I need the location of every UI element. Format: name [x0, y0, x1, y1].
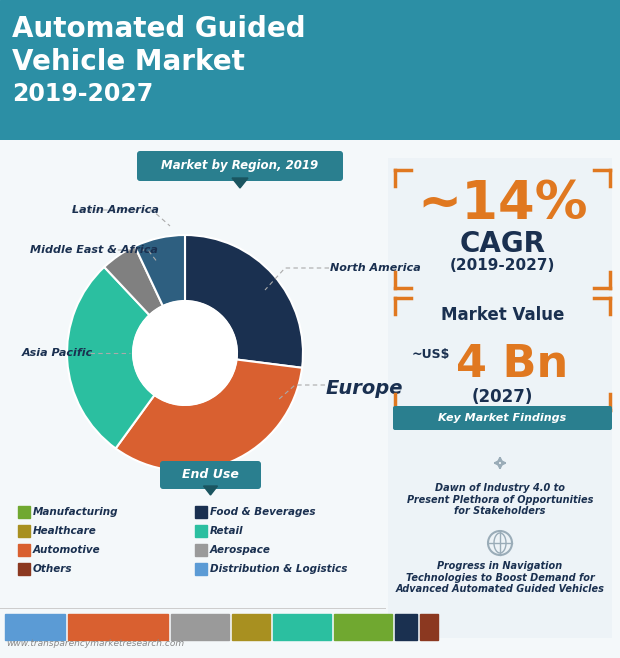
- Polygon shape: [232, 178, 248, 188]
- Text: Healthcare: Healthcare: [33, 526, 97, 536]
- Bar: [18, 544, 30, 556]
- Text: (2027): (2027): [472, 388, 533, 406]
- Text: ~14%: ~14%: [417, 178, 588, 230]
- Bar: [232, 614, 270, 640]
- FancyBboxPatch shape: [393, 406, 612, 430]
- Text: Market by Region, 2019: Market by Region, 2019: [161, 159, 319, 172]
- Text: ~US$: ~US$: [412, 348, 450, 361]
- Bar: [195, 544, 207, 556]
- Circle shape: [133, 301, 237, 405]
- Bar: [18, 525, 30, 537]
- Text: CAGR: CAGR: [459, 230, 546, 258]
- Text: Key Market Findings: Key Market Findings: [438, 413, 567, 423]
- Bar: [195, 506, 207, 518]
- Bar: [420, 614, 438, 640]
- Text: Others: Others: [33, 564, 73, 574]
- Bar: [171, 614, 229, 640]
- Text: Europe: Europe: [326, 378, 404, 397]
- Text: www.transparencymarketresearch.com: www.transparencymarketresearch.com: [6, 639, 184, 648]
- Text: Manufacturing: Manufacturing: [33, 507, 118, 517]
- Bar: [68, 614, 168, 640]
- Bar: [195, 563, 207, 575]
- Bar: [5, 614, 65, 640]
- Text: Market Value: Market Value: [441, 306, 564, 324]
- Text: Latin America: Latin America: [72, 205, 159, 215]
- Wedge shape: [116, 359, 302, 471]
- Text: Vehicle Market: Vehicle Market: [12, 48, 245, 76]
- Text: Aerospace: Aerospace: [210, 545, 271, 555]
- Text: 2019-2027: 2019-2027: [12, 82, 153, 106]
- Text: Automotive: Automotive: [33, 545, 100, 555]
- Text: Dawn of Industry 4.0 to
Present Plethora of Opportunities
for Stakeholders: Dawn of Industry 4.0 to Present Plethora…: [407, 483, 593, 516]
- Bar: [195, 525, 207, 537]
- Bar: [388, 158, 612, 638]
- Text: Asia Pacific: Asia Pacific: [22, 348, 93, 358]
- FancyBboxPatch shape: [160, 461, 261, 489]
- Wedge shape: [67, 267, 154, 449]
- Polygon shape: [203, 486, 218, 495]
- Text: Middle East & Africa: Middle East & Africa: [30, 245, 158, 255]
- Text: 4 Bn: 4 Bn: [456, 343, 569, 386]
- Wedge shape: [135, 235, 185, 306]
- Wedge shape: [185, 235, 303, 368]
- Text: Automated Guided: Automated Guided: [12, 15, 306, 43]
- Bar: [18, 506, 30, 518]
- Text: Progress in Navigation
Technologies to Boost Demand for
Advanced Automated Guide: Progress in Navigation Technologies to B…: [396, 561, 604, 594]
- Bar: [334, 614, 392, 640]
- Bar: [18, 563, 30, 575]
- Text: Distribution & Logistics: Distribution & Logistics: [210, 564, 347, 574]
- Text: Food & Beverages: Food & Beverages: [210, 507, 316, 517]
- Wedge shape: [104, 246, 163, 315]
- Bar: [273, 614, 331, 640]
- Text: North America: North America: [330, 263, 421, 273]
- FancyBboxPatch shape: [137, 151, 343, 181]
- Bar: [395, 614, 417, 640]
- Text: (2019-2027): (2019-2027): [450, 258, 555, 273]
- Text: End Use: End Use: [182, 468, 239, 482]
- Text: Retail: Retail: [210, 526, 244, 536]
